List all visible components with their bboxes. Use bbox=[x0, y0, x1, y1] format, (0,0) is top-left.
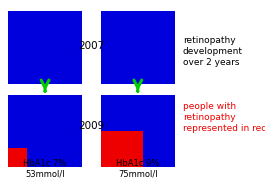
Text: people with
retinopathy
represented in red: people with retinopathy represented in r… bbox=[183, 102, 265, 133]
Text: HbA1c 7%
53mmol/l: HbA1c 7% 53mmol/l bbox=[23, 159, 67, 179]
Bar bbox=[101, 95, 175, 167]
Bar bbox=[8, 95, 82, 167]
Bar bbox=[8, 148, 26, 167]
Bar bbox=[101, 131, 143, 167]
Text: retinopathy
development
over 2 years: retinopathy development over 2 years bbox=[183, 36, 243, 67]
Bar bbox=[101, 11, 175, 84]
Bar bbox=[8, 11, 82, 84]
Text: 2009: 2009 bbox=[78, 121, 105, 131]
Text: 2007: 2007 bbox=[78, 41, 105, 51]
Text: HbA1c 9%
75mmol/l: HbA1c 9% 75mmol/l bbox=[116, 159, 160, 179]
